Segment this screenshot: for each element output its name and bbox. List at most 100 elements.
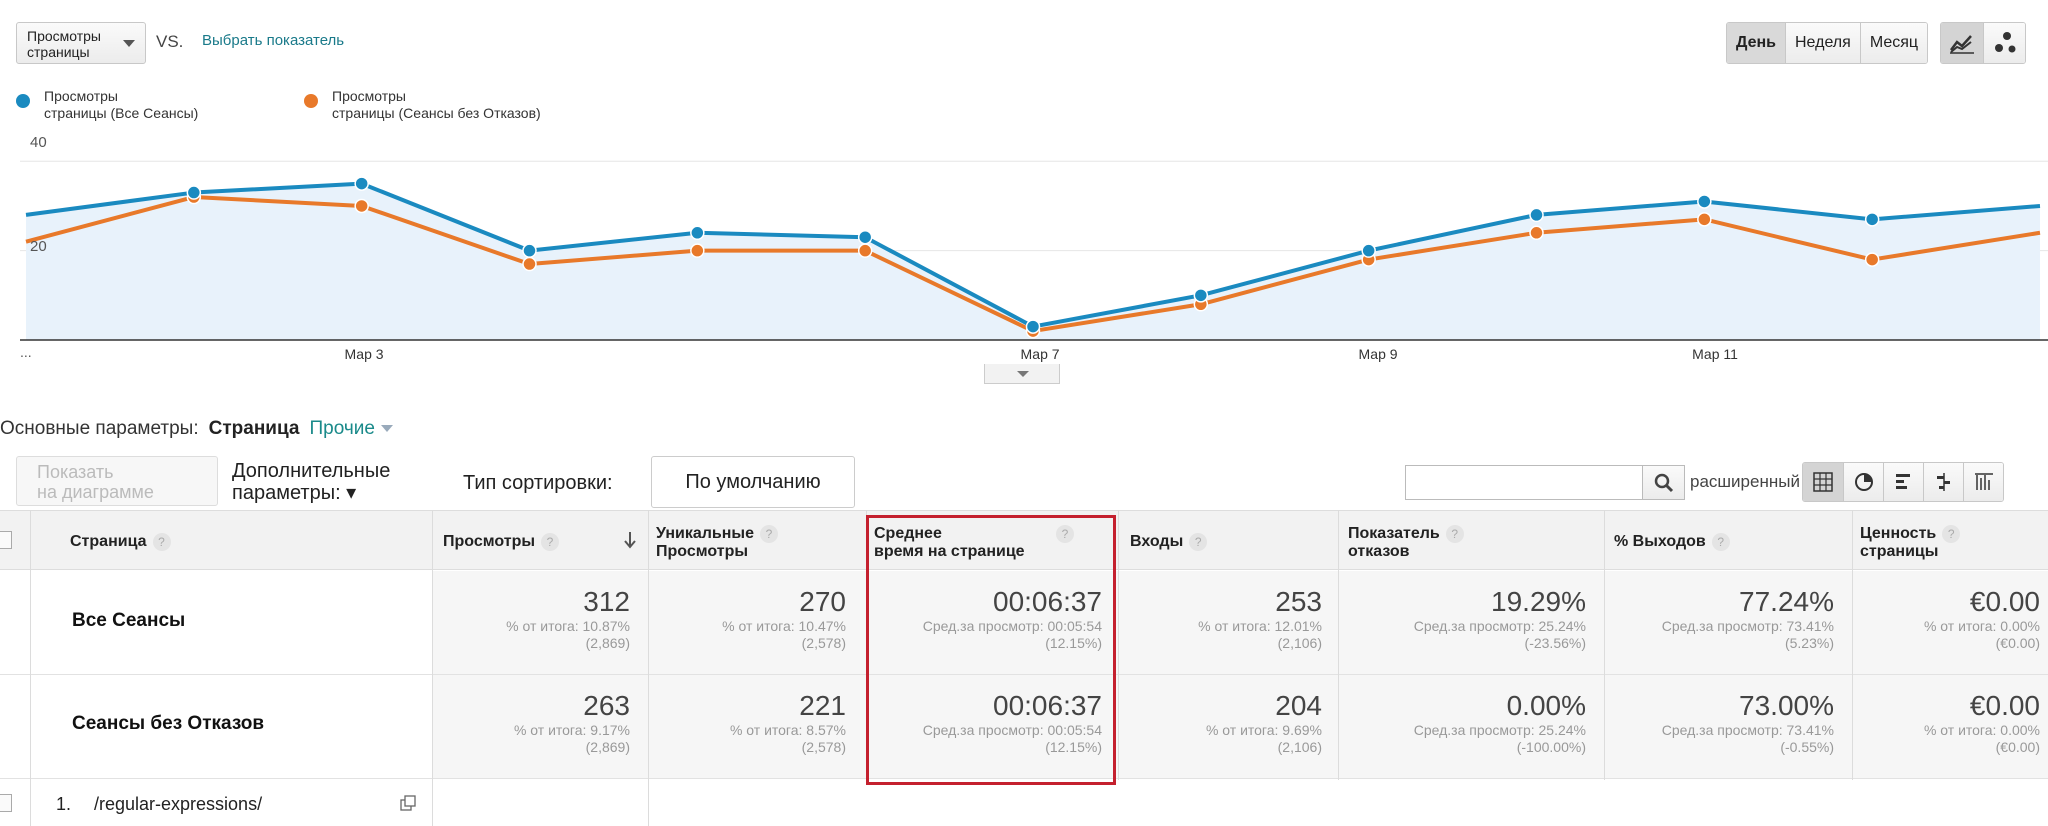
secondary-dimension-dropdown[interactable]: Дополнительные параметры: ▾ [232,460,390,504]
metric-value: 77.24% [1739,586,1834,617]
metric-subtext: (5.23%) [1784,635,1834,651]
row-checkbox[interactable] [0,794,12,812]
cell-entrances: 253% от итога: 12.01% (2,106) [1198,586,1322,652]
table-search-input[interactable] [1405,465,1643,500]
help-icon: ? [152,533,171,551]
header-label-line2: время на странице [874,543,1025,560]
data-point [857,229,873,245]
data-point [1361,243,1376,258]
header-label-line2: страницы [1860,543,1939,561]
data-point [1697,212,1712,227]
cell-entrances: 204% от итога: 9.69% (2,106) [1206,690,1322,756]
x-tick-label: Мар 11 [1692,346,1738,362]
header-entrances[interactable]: Входы? [1130,533,1208,551]
metric-value: €0.00 [1969,586,2040,617]
metric-subtext: % от итога: 10.47% [722,618,846,634]
sort-type-button[interactable]: По умолчанию [651,456,855,508]
column-divider [1604,510,1605,780]
pick-metric-link[interactable]: Выбрать показатель [202,32,345,49]
table-header-row: Страница? Просмотры? Уникальные? Просмотр… [0,510,2048,570]
open-page-icon[interactable] [400,795,416,811]
header-avg-time-on-page[interactable]: Среднее время на странице? [874,525,1074,561]
metric-value: €0.00 [1969,690,2040,721]
vs-label: VS. [156,32,184,51]
period-day-button[interactable]: День [1727,23,1785,63]
cell-page-value: €0.00% от итога: 0.00% (€0.00) [1924,586,2040,652]
metric-subtext: (2,578) [801,635,846,651]
header-page-value[interactable]: Ценность? страницы [1860,525,1961,561]
search-button[interactable] [1643,465,1685,500]
comparison-icon [1936,473,1950,491]
header-label: % Выходов [1614,533,1706,551]
cell-avg-time-on-page: 00:06:37 Сред.за просмотр: 00:05:54 (12.15… [923,586,1102,652]
cell-unique-pageviews: 270% от итога: 10.47% (2,578) [722,586,846,652]
header-unique-pageviews[interactable]: Уникальные? Просмотры [656,525,778,561]
legend-label-line1: Просмотры [44,88,118,104]
pivot-view-button[interactable] [1963,463,2003,501]
performance-view-button[interactable] [1883,463,1923,501]
data-point [1864,212,1880,227]
data-point [1193,288,1209,303]
period-week-button[interactable]: Неделя [1785,23,1860,63]
metric-value: 204 [1275,690,1322,721]
help-icon: ? [1942,525,1961,543]
data-point [857,243,873,258]
grid-icon [1813,472,1833,492]
advanced-filter-link[interactable]: расширенный [1690,472,1800,491]
period-month-button[interactable]: Месяц [1859,23,1928,63]
data-point [690,243,705,258]
metric-value: 00:06:37 [993,690,1102,721]
table-view-button[interactable] [1803,463,1843,501]
metric-value: 253 [1275,586,1322,617]
metric-subtext: % от итога: 0.00% [1923,618,2040,634]
metric-subtext: Сред.за просмотр: 25.24% [1413,618,1586,634]
data-point [186,185,202,200]
header-pageviews[interactable]: Просмотры? [443,532,636,551]
metric-select[interactable]: Просмотры страницы [16,22,146,64]
header-label-line2: отказов [1348,543,1410,561]
comparison-view-button[interactable] [1923,463,1963,501]
legend-label-line2: страницы (Сеансы без Отказов) [332,105,541,121]
header-page[interactable]: Страница? [70,533,171,551]
dimension-other-dropdown[interactable]: Прочие [309,418,393,440]
pivot-icon [1974,473,1993,490]
metric-subtext: Сред.за просмотр: 00:05:54 [922,618,1102,634]
chart-collapse-handle[interactable] [984,364,1060,384]
bar-chart-icon [1895,474,1910,489]
line-chart-button[interactable] [1941,23,1983,63]
column-divider [30,510,31,826]
metric-subtext: % от итога: 12.01% [1198,618,1322,634]
motion-chart-button[interactable] [1983,23,2025,63]
metric-value: 73.00% [1739,690,1834,721]
metric-value: 312 [583,586,630,617]
dimension-page[interactable]: Страница [208,418,300,439]
select-all-checkbox[interactable] [0,531,12,549]
header-bounce-rate[interactable]: Показатель? отказов [1348,525,1464,561]
metric-value: 00:06:37 [993,586,1102,617]
pie-view-button[interactable] [1843,463,1883,501]
legend-dot [16,94,30,108]
segment-label-all-sessions: Все Сеансы [72,610,186,631]
metric-subtext: (2,869) [585,635,630,651]
metric-subtext: (2,106) [1277,635,1322,651]
table-row [0,675,2048,779]
pageviews-line-chart [20,160,2048,341]
metric-subtext: (12.15%) [1045,635,1102,651]
x-tick-label: Мар 3 [344,346,384,362]
segment-label-non-bounce: Сеансы без Отказов [72,713,265,734]
page-link[interactable]: /regular-expressions/ [94,794,263,814]
header-exit-rate[interactable]: % Выходов? [1614,533,1730,551]
help-icon: ? [1056,525,1074,543]
cell-unique-pageviews: 221% от итога: 8.57% (2,578) [730,690,846,756]
metric-value: 19.29% [1491,586,1586,617]
metric-subtext: Сред.за просмотр: 00:05:54 [922,722,1102,738]
legend-label-line2: страницы (Все Сеансы) [44,105,199,121]
x-tick-label: Мар 7 [1020,346,1060,362]
metric-subtext: (-100.00%) [1516,739,1586,755]
metric-value: 221 [799,690,846,721]
plot-rows-button[interactable]: Показать на диаграмме [16,456,218,506]
table-view-switcher [1802,462,2004,502]
help-icon: ? [1445,525,1464,543]
cell-bounce-rate: 0.00% Сред.за просмотр: 25.24% (-100.00%) [1414,690,1586,756]
metric-subtext: (-23.56%) [1524,635,1586,651]
